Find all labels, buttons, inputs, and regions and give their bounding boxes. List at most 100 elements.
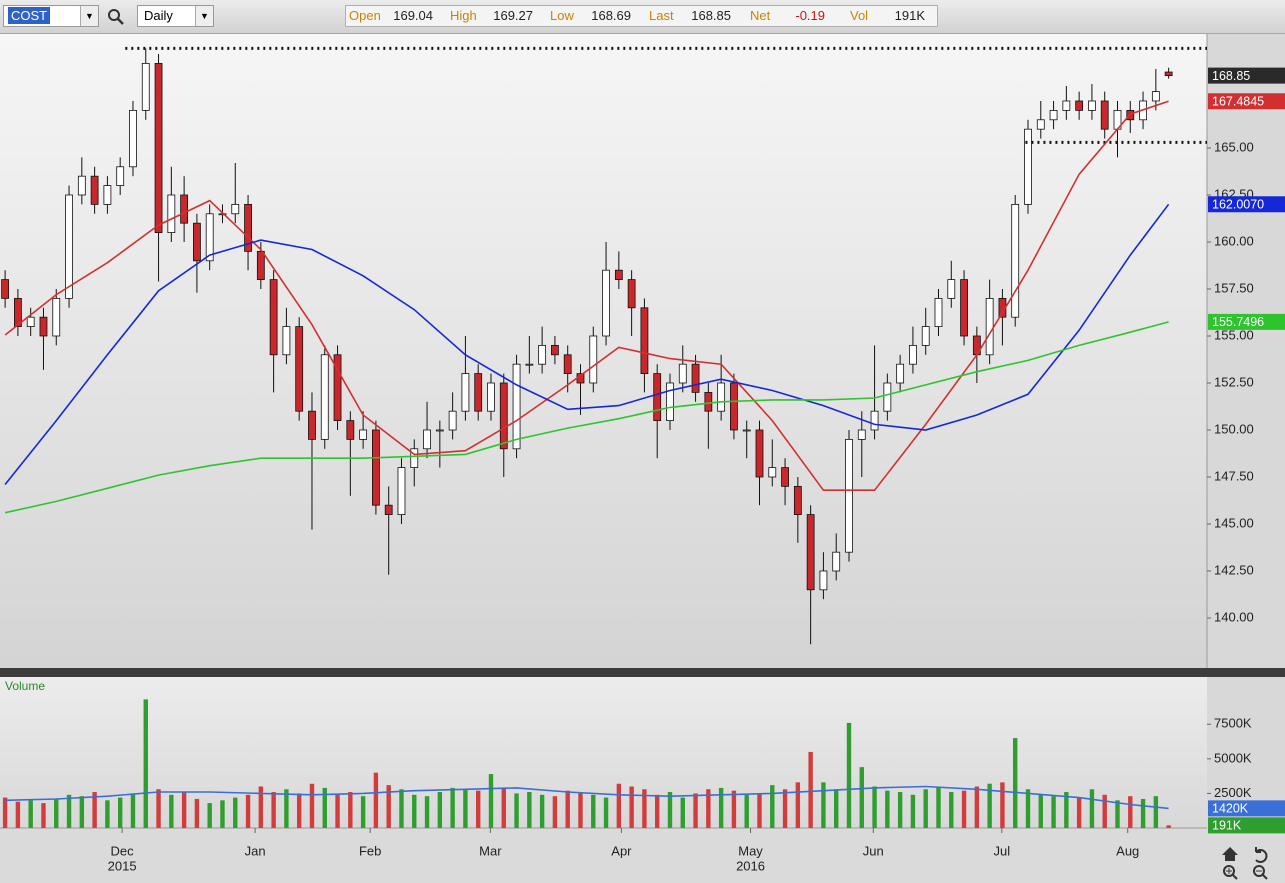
value-box-label: 168.85: [1212, 69, 1250, 83]
volume-bar: [770, 785, 775, 828]
candle-body: [627, 279, 636, 309]
volume-bar: [706, 789, 711, 828]
y-tick-label: 7500K: [1214, 716, 1252, 731]
y-tick-label: 160.00: [1214, 233, 1254, 248]
candle-body: [1024, 128, 1032, 205]
candle-body: [768, 467, 777, 478]
undo-icon[interactable]: [1255, 847, 1268, 863]
candle-body: [269, 279, 278, 356]
x-tick-label: Mar: [479, 843, 502, 858]
volume-bar: [1153, 796, 1159, 828]
volume-bar: [974, 786, 980, 828]
candle-body: [359, 429, 368, 440]
volume-panel: [0, 677, 1207, 828]
volume-bar: [718, 787, 724, 828]
volume-bar: [527, 792, 532, 828]
volume-bar: [1102, 794, 1107, 828]
candle-body: [384, 504, 393, 515]
volume-bar: [450, 787, 455, 828]
volume-bar: [284, 789, 289, 828]
value-box: [1208, 196, 1285, 213]
volume-bar: [348, 792, 353, 828]
symbol-input[interactable]: COST ▼: [3, 5, 99, 27]
candle-body: [14, 297, 22, 327]
toolbar: COST ▼ Daily ▼ Open 169.04 High 169.27 L…: [0, 0, 1285, 34]
volume-bar: [731, 790, 737, 828]
volume-bar: [565, 790, 570, 828]
value-box-label: 167.4845: [1212, 95, 1264, 109]
candle-body: [1049, 109, 1058, 121]
quote-label: Net: [750, 8, 771, 23]
volume-bar: [1128, 796, 1133, 828]
moving-average: [4, 100, 1169, 491]
candle-body: [525, 363, 534, 366]
volume-bar: [156, 789, 161, 828]
volume-bar: [616, 783, 622, 828]
y-tick-label: 145.00: [1214, 515, 1254, 530]
home-icon[interactable]: [1222, 847, 1238, 861]
quote-value: 169.04: [393, 8, 433, 23]
candle-body: [193, 222, 201, 262]
volume-bar: [41, 803, 46, 828]
quote-value: 191K: [894, 8, 925, 23]
quote-value: 168.69: [591, 8, 631, 23]
volume-bar: [885, 790, 890, 828]
x-tick-label: Aug: [1116, 843, 1139, 858]
candle-body: [1151, 91, 1160, 102]
candle-body: [512, 363, 521, 450]
price-panel: [0, 34, 1207, 668]
interval-select[interactable]: Daily ▼: [137, 5, 214, 27]
volume-bar: [834, 789, 839, 828]
volume-bar: [271, 792, 276, 828]
volume-bar: [808, 751, 813, 828]
candle-body: [602, 269, 610, 337]
moving-average: [4, 321, 1169, 514]
x-tick-label: Jun: [863, 843, 884, 858]
volume-bar: [15, 801, 21, 828]
candle-body: [308, 410, 316, 440]
volume-bar: [744, 794, 749, 828]
candle-body: [1100, 100, 1109, 130]
symbol: COST: [8, 7, 51, 24]
candle-body: [90, 175, 99, 205]
zoom-out-icon[interactable]: [1253, 865, 1268, 880]
value-box: [1208, 93, 1285, 110]
volume-bar: [475, 790, 481, 828]
candle-body: [1011, 203, 1020, 318]
dropdown-arrow[interactable]: ▼: [195, 6, 213, 26]
volume-bar: [399, 789, 404, 828]
candle-body: [448, 410, 457, 431]
candle-body: [129, 109, 137, 168]
candle-body: [397, 467, 406, 515]
volume-bar: [667, 792, 673, 828]
y-tick-label: 147.50: [1214, 468, 1254, 483]
candle-body: [691, 363, 700, 393]
zoom-in-icon[interactable]: [1223, 865, 1238, 880]
candle-body: [410, 448, 419, 468]
volume-bar: [66, 794, 72, 828]
candle-body: [883, 382, 892, 412]
interval: Daily: [144, 8, 173, 23]
y-tick-label: 2500K: [1214, 785, 1252, 800]
moving-average: [4, 203, 1170, 486]
volume-bar: [335, 794, 340, 828]
quote-value: -0.19: [795, 8, 825, 23]
dropdown-arrow[interactable]: ▼: [80, 6, 98, 26]
volume-bar: [169, 794, 174, 828]
volume-bar: [105, 800, 110, 828]
candle-body: [806, 514, 815, 591]
y-tick-label: 152.50: [1214, 374, 1254, 389]
volume-title: Volume: [5, 679, 45, 693]
candle-body: [333, 354, 342, 421]
volume-bar: [591, 794, 596, 828]
candle-body: [614, 269, 623, 280]
candle-body: [678, 363, 687, 384]
y-tick-label: 5000K: [1214, 750, 1252, 765]
volume-bar: [795, 782, 801, 828]
value-box-label: 155.7496: [1212, 315, 1264, 329]
y-tick-label: 157.50: [1214, 280, 1254, 295]
y-tick-label: 150.00: [1214, 421, 1254, 436]
search-icon[interactable]: [106, 7, 126, 27]
volume-bar: [1089, 789, 1095, 828]
